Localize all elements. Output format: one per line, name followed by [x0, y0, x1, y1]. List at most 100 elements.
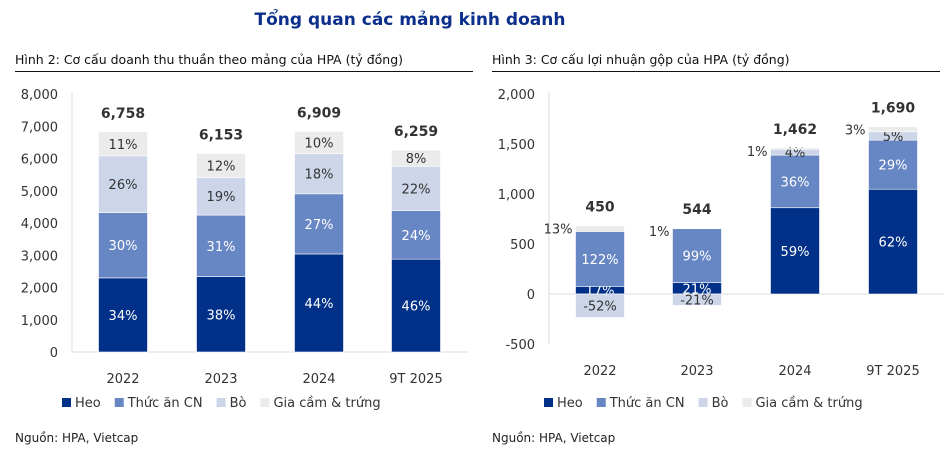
x-tick-label: 2023	[680, 364, 713, 379]
bar-segment-th-c-n-cn	[294, 193, 344, 255]
legend-label: Heo	[75, 396, 101, 411]
legend-swatch	[544, 398, 553, 407]
chart-2-title: Hình 3: Cơ cấu lợi nhuận gộp của HPA (tỷ…	[492, 52, 940, 72]
bar-segment-th-c-n-cn	[575, 231, 625, 287]
data-label: 19%	[207, 190, 236, 205]
data-label: 12%	[207, 159, 236, 174]
data-label: -21%	[680, 294, 714, 309]
y-tick-label: 0	[50, 346, 58, 361]
data-label: 122%	[581, 253, 618, 268]
bar-segment-b-	[294, 153, 344, 195]
legend-label: Gia cầm & trứng	[273, 396, 380, 411]
bar-segment-heo	[98, 277, 148, 353]
legend-swatch	[114, 398, 124, 407]
revenue-structure-chart: 0 1,000 2,000 3,000 4,000 5,000 6,000 7,000 8,00…	[21, 88, 468, 411]
x-tick-label: 2022	[583, 364, 616, 379]
chart-2-source: Nguồn: HPA, Vietcap	[492, 431, 616, 445]
total-label: 6,153	[199, 128, 243, 144]
bar-segment-heo	[391, 258, 441, 353]
data-label: 44%	[305, 297, 334, 312]
data-label: 21%	[683, 282, 712, 297]
bar-segment-gia-c-m-tr-ng	[575, 225, 625, 232]
y-tick-label: 500	[510, 238, 535, 253]
legend-label: Heo	[557, 396, 583, 411]
data-label: 46%	[402, 300, 431, 315]
y-tick-label: 4,000	[21, 217, 58, 232]
data-label: 8%	[406, 152, 427, 167]
data-label: 22%	[402, 182, 431, 197]
data-label: 31%	[207, 240, 236, 255]
total-label: 1,690	[871, 101, 916, 117]
legend-label: Thức ăn CN	[127, 396, 203, 411]
data-label: 5%	[883, 130, 904, 145]
y-tick-label: 8,000	[21, 88, 58, 103]
legend-swatch	[62, 398, 71, 407]
data-label: 4%	[785, 146, 806, 161]
x-tick-label: 2023	[204, 372, 237, 387]
bar-segment-th-c-n-cn	[391, 210, 441, 260]
bar-segment-gia-c-m-tr-ng	[294, 131, 344, 154]
y-tick-label: 0	[527, 288, 535, 303]
legend-swatch	[698, 398, 708, 407]
y-tick-label: 5,000	[21, 185, 58, 200]
y-tick-label: 7,000	[21, 120, 58, 135]
bar-segment-b-	[575, 293, 625, 318]
data-label: 59%	[781, 245, 810, 260]
y-tick-label: 2,000	[21, 282, 58, 297]
legend-swatch	[216, 398, 226, 407]
bar-segment-gia-c-m-tr-ng	[770, 147, 820, 150]
data-label: 24%	[402, 229, 431, 244]
data-label: 13%	[544, 223, 573, 238]
data-label: 11%	[109, 138, 138, 153]
x-tick-label: 2022	[106, 372, 139, 387]
bar-segment-heo	[770, 207, 820, 295]
data-label: -52%	[583, 300, 617, 315]
x-tick-label: 9T 2025	[866, 364, 919, 379]
bar-segment-th-c-n-cn	[672, 228, 722, 283]
y-tick-label: 1,500	[498, 138, 535, 153]
data-label: 30%	[109, 239, 138, 254]
gross-profit-structure-chart: -50005001,0001,5002,00017%122%-52%13%450…	[498, 88, 944, 411]
total-label: 6,758	[101, 106, 145, 122]
y-tick-label: 1,000	[498, 188, 535, 203]
data-label: 26%	[109, 178, 138, 193]
data-label: 34%	[109, 309, 138, 324]
data-label: 1%	[649, 225, 670, 240]
legend-label: Thức ăn CN	[609, 396, 685, 411]
bar-segment-heo	[868, 188, 918, 295]
legend-swatch	[742, 398, 752, 407]
bar-segment-gia-c-m-tr-ng	[672, 227, 722, 230]
total-label: 6,259	[394, 124, 438, 140]
legend-label: Bò	[712, 396, 729, 411]
bar-segment-gia-c-m-tr-ng	[196, 153, 246, 178]
page-title: Tổng quan các mảng kinh doanh	[254, 10, 566, 30]
total-label: 450	[585, 200, 614, 216]
data-label: 29%	[879, 159, 908, 174]
legend-label: Gia cầm & trứng	[755, 396, 862, 411]
bar-segment-b-	[391, 165, 441, 212]
legend-label: Bò	[230, 396, 247, 411]
legend-swatch	[596, 398, 606, 407]
legend-swatch	[260, 398, 270, 407]
x-tick-label: 9T 2025	[389, 372, 442, 387]
y-tick-label: 6,000	[21, 153, 58, 168]
data-label: 18%	[305, 168, 334, 183]
data-label: 10%	[305, 137, 334, 152]
data-label: 3%	[845, 124, 866, 139]
y-tick-label: 1,000	[21, 314, 58, 329]
bar-segment-gia-c-m-tr-ng	[98, 131, 148, 157]
y-tick-label: 3,000	[21, 249, 58, 264]
bar-segment-th-c-n-cn	[770, 154, 820, 209]
chart-1-source: Nguồn: HPA, Vietcap	[15, 431, 139, 445]
total-label: 6,909	[297, 105, 341, 121]
bar-segment-b-	[98, 155, 148, 213]
bar-segment-th-c-n-cn	[868, 139, 918, 190]
total-label: 544	[682, 202, 711, 218]
data-label: 99%	[683, 250, 712, 265]
y-tick-label: 2,000	[498, 88, 535, 103]
data-label: 27%	[305, 218, 334, 233]
data-label: 62%	[879, 236, 908, 251]
bar-segment-b-	[672, 293, 722, 306]
data-label: 36%	[781, 175, 810, 190]
chart-1-title: Hình 2: Cơ cấu doanh thu thuần theo mảng…	[15, 52, 473, 72]
